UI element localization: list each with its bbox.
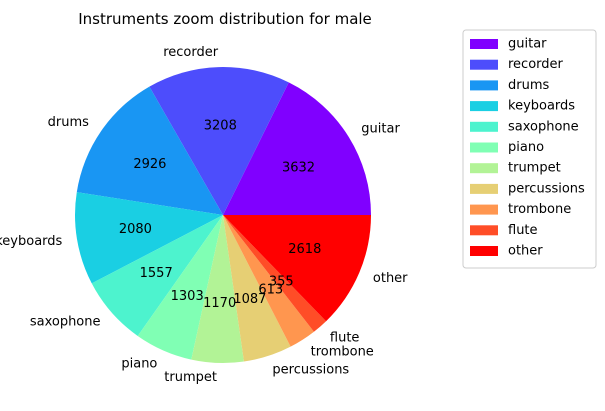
value-label-trumpet: 1170 (203, 296, 236, 311)
legend-label-trombone: trombone (508, 202, 571, 217)
legend-swatch-recorder (470, 59, 498, 70)
legend-swatch-flute (470, 225, 498, 236)
chart-title: Instruments zoom distribution for male (78, 10, 372, 28)
legend-swatch-trombone (470, 204, 498, 215)
value-label-keyboards: 2080 (119, 222, 152, 237)
pie-slices (75, 66, 371, 364)
legend-items: guitar recorder drums keyboards saxophone pia… (470, 37, 585, 259)
legend-swatch-piano (470, 142, 498, 153)
category-label-drums: drums (48, 115, 89, 130)
legend-swatch-drums (470, 80, 498, 91)
category-labels: guitar recorder drums keyboards saxophone pia… (0, 45, 408, 385)
legend-label-flute: flute (508, 223, 538, 238)
legend-label-saxophone: saxophone (508, 119, 579, 134)
pie-slice-keyboards (75, 192, 223, 284)
legend-swatch-other (470, 246, 498, 256)
legend-label-other: other (508, 244, 543, 259)
category-label-trombone: trombone (311, 345, 374, 360)
pie-slice-trumpet (191, 215, 244, 364)
value-label-percussions: 1087 (233, 292, 266, 307)
legend: guitar recorder drums keyboards saxophone pia… (462, 29, 597, 269)
pie-slice-flute (223, 215, 327, 332)
category-label-recorder: recorder (163, 45, 219, 60)
legend-label-trumpet: trumpet (508, 161, 561, 176)
legend-swatch-guitar (470, 39, 498, 49)
category-label-trumpet: trumpet (164, 370, 217, 385)
legend-label-percussions: percussions (508, 181, 585, 196)
value-label-other: 2618 (288, 242, 321, 257)
legend-swatch-trumpet (470, 163, 498, 174)
pie-slice-trombone (223, 215, 314, 347)
pie-slice-recorder (149, 66, 289, 215)
value-label-drums: 2926 (133, 157, 166, 172)
value-label-saxophone: 1557 (140, 266, 173, 281)
category-label-percussions: percussions (272, 363, 349, 378)
value-label-guitar: 3632 (282, 161, 315, 176)
pie-slice-drums (76, 86, 223, 215)
pie-slice-other (223, 215, 371, 322)
legend-label-piano: piano (508, 140, 544, 155)
category-label-other: other (373, 271, 408, 286)
legend-label-keyboards: keyboards (508, 99, 575, 114)
category-label-keyboards: keyboards (0, 234, 63, 249)
pie-slice-percussions (223, 215, 291, 362)
legend-swatch-keyboards (470, 101, 498, 112)
category-label-guitar: guitar (361, 122, 400, 137)
legend-swatch-percussions (470, 183, 498, 194)
value-label-piano: 1303 (171, 289, 204, 304)
category-label-flute: flute (330, 330, 360, 345)
legend-label-guitar: guitar (508, 37, 547, 52)
pie-slice-guitar (223, 82, 371, 216)
category-label-saxophone: saxophone (30, 315, 101, 330)
legend-swatch-saxophone (470, 121, 498, 132)
value-label-flute: 355 (269, 275, 294, 290)
category-label-piano: piano (121, 357, 157, 372)
pie-slice-saxophone (91, 215, 223, 336)
value-label-recorder: 3208 (204, 119, 237, 134)
pie-slice-piano (137, 215, 223, 360)
value-label-trombone: 613 (258, 282, 283, 297)
legend-label-recorder: recorder (508, 57, 564, 72)
legend-label-drums: drums (508, 78, 549, 93)
